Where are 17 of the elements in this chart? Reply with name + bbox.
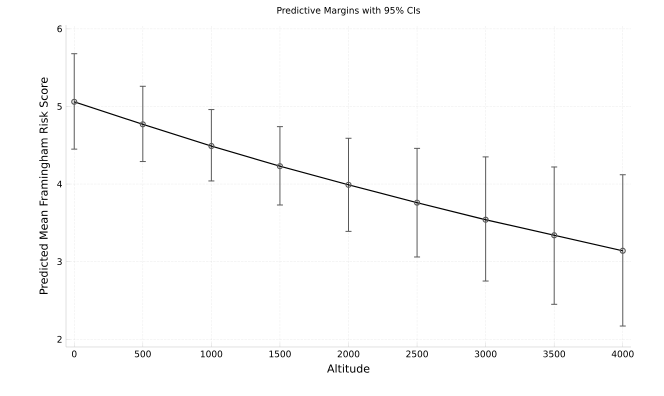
x-tick-label: 3500: [543, 350, 566, 358]
y-tick-label: 2: [57, 336, 62, 343]
x-tick-label: 500: [134, 350, 151, 358]
x-axis-title: Altitude: [327, 364, 370, 373]
x-tick-label: 2000: [338, 350, 360, 358]
y-tick-label: 4: [57, 180, 62, 188]
y-tick-label: 5: [57, 103, 62, 110]
y-axis-title: Predicted Mean Framingham Risk Score: [39, 77, 50, 294]
x-tick-label: 1500: [269, 350, 291, 358]
chart-title: Predictive Margins with 95% CIs: [277, 6, 420, 16]
x-tick-label: 0: [72, 350, 77, 358]
y-tick-label: 3: [57, 258, 62, 266]
x-tick-label: 2500: [406, 350, 428, 358]
x-tick-label: 3000: [474, 350, 496, 358]
y-tick-label: 6: [57, 25, 62, 32]
x-tick-label: 1000: [200, 350, 222, 358]
x-tick-label: 4000: [612, 350, 634, 358]
